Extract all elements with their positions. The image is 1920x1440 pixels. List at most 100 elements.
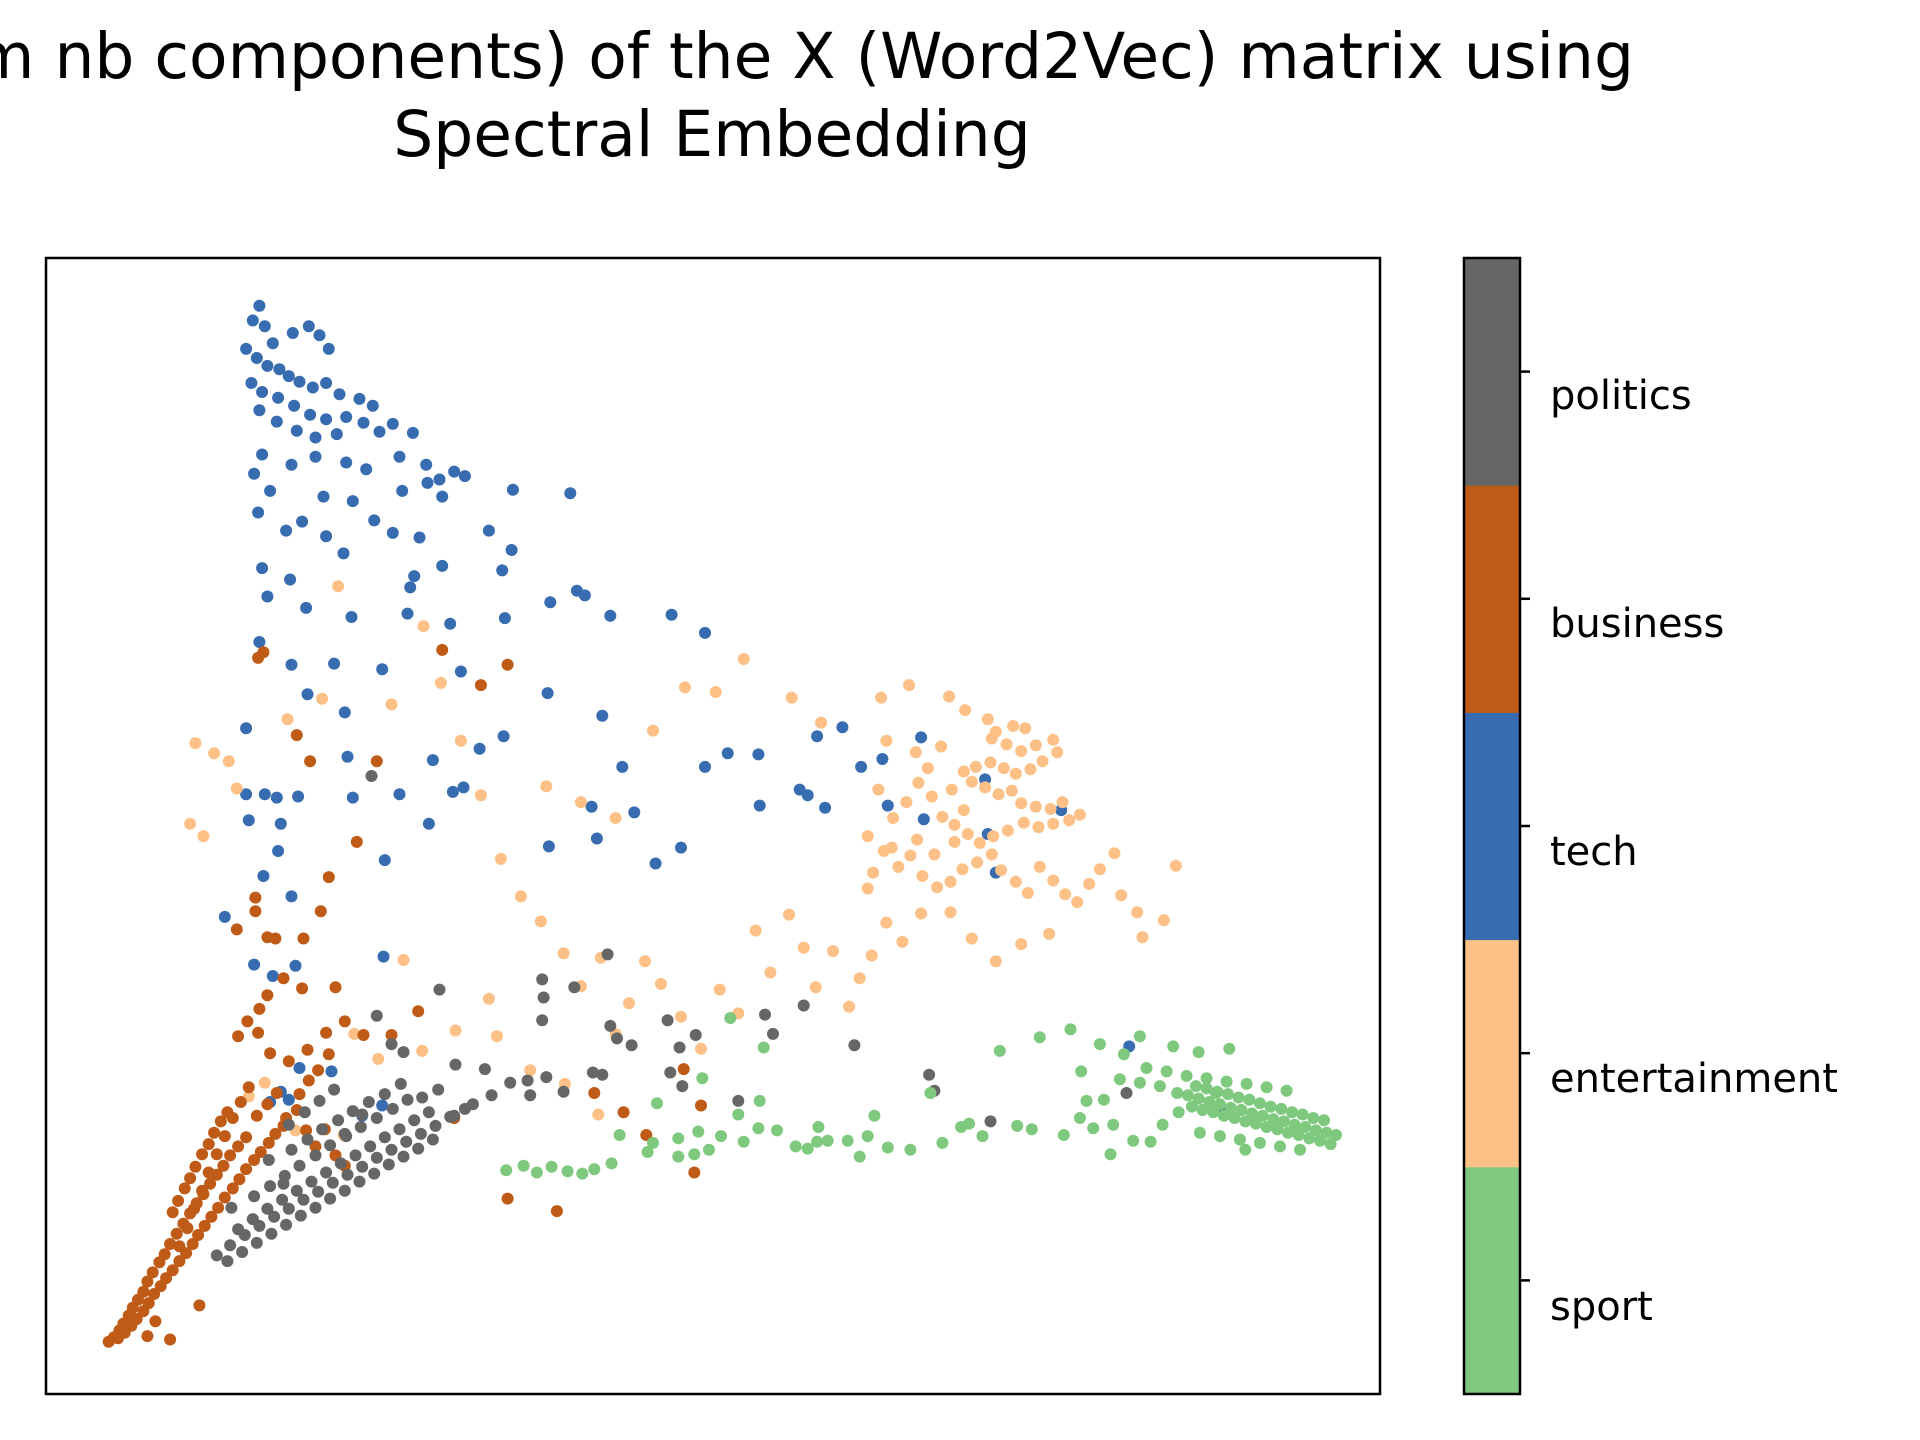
point-tech-15 (320, 377, 333, 389)
point-politics-103 (397, 1046, 410, 1059)
point-business-52 (178, 1182, 191, 1195)
point-business-32 (160, 1272, 173, 1285)
point-politics-20 (250, 1236, 263, 1249)
point-entertainment-85 (675, 1010, 687, 1023)
point-politics-70 (338, 1127, 351, 1140)
point-politics-59 (301, 1133, 314, 1146)
point-entertainment-94 (514, 890, 527, 903)
point-entertainment-146 (911, 833, 924, 846)
point-sport-112 (545, 1160, 558, 1173)
point-politics-29 (382, 1158, 395, 1171)
point-sport-46 (1233, 1133, 1246, 1146)
point-business-63 (196, 1184, 209, 1197)
point-tech-141 (917, 813, 930, 826)
point-sport-52 (1220, 1075, 1233, 1088)
point-business-125 (695, 1099, 707, 1112)
point-business-76 (309, 1140, 322, 1153)
point-politics-86 (611, 1032, 623, 1045)
point-business-27 (130, 1313, 143, 1325)
point-business-51 (172, 1194, 185, 1207)
point-tech-122 (542, 840, 555, 853)
point-entertainment-147 (885, 841, 898, 854)
point-entertainment-83 (713, 983, 726, 996)
point-sport-38 (1232, 1091, 1245, 1104)
point-business-87 (320, 1026, 333, 1039)
point-sport-62 (1073, 1112, 1086, 1124)
point-entertainment-77 (809, 981, 822, 994)
point-tech-34 (330, 428, 343, 441)
point-business-118 (501, 1192, 514, 1205)
point-sport-60 (1097, 1093, 1110, 1106)
point-entertainment-104 (189, 737, 202, 750)
point-politics-65 (394, 1077, 407, 1090)
point-tech-25 (340, 411, 353, 423)
point-sport-30 (1318, 1114, 1330, 1127)
point-politics-109 (596, 1068, 609, 1081)
point-sport-17 (1314, 1134, 1326, 1147)
point-sport-7 (1256, 1109, 1269, 1122)
point-entertainment-54 (1047, 874, 1060, 887)
point-entertainment-107 (230, 782, 243, 795)
point-politics-38 (305, 1175, 318, 1188)
point-entertainment-117 (524, 1064, 537, 1077)
point-sport-34 (1275, 1102, 1288, 1115)
point-sport-119 (724, 1012, 737, 1024)
point-business-39 (205, 1210, 218, 1223)
point-politics-0 (210, 1249, 223, 1262)
point-politics-51 (309, 1149, 322, 1162)
point-business-83 (322, 1048, 335, 1061)
point-entertainment-34 (936, 810, 949, 823)
point-tech-83 (376, 663, 389, 676)
point-politics-112 (689, 1029, 702, 1041)
point-business-41 (218, 1191, 231, 1204)
point-tech-90 (338, 706, 351, 719)
point-tech-110 (292, 790, 305, 803)
point-sport-81 (1033, 1031, 1046, 1044)
point-entertainment-44 (916, 870, 929, 882)
point-entertainment-7 (1047, 733, 1060, 746)
point-entertainment-51 (1009, 875, 1022, 888)
point-business-116 (412, 1005, 425, 1018)
point-business-121 (677, 1063, 690, 1076)
point-business-64 (202, 1166, 215, 1179)
point-tech-107 (446, 785, 459, 798)
point-sport-29 (1185, 1100, 1198, 1113)
point-tech-50 (396, 484, 409, 497)
point-entertainment-99 (417, 620, 430, 633)
point-sport-106 (868, 1109, 881, 1122)
point-sport-94 (737, 1135, 750, 1148)
point-tech-46 (248, 467, 261, 480)
point-entertainment-92 (557, 947, 570, 960)
point-entertainment-76 (827, 945, 840, 957)
point-politics-57 (401, 1093, 414, 1106)
point-sport-79 (1239, 1143, 1252, 1156)
point-politics-107 (984, 1115, 997, 1128)
point-tech-92 (341, 750, 354, 763)
point-entertainment-58 (1093, 863, 1106, 876)
point-sport-11 (1213, 1098, 1226, 1111)
point-entertainment-113 (416, 1044, 429, 1057)
point-tech-113 (721, 747, 734, 760)
point-tech-38 (458, 470, 471, 483)
point-tech-62 (368, 514, 381, 527)
point-business-96 (314, 905, 327, 918)
point-sport-77 (1144, 1135, 1157, 1148)
point-politics-93 (601, 948, 614, 961)
point-tech-70 (261, 590, 274, 603)
point-politics-6 (297, 1193, 310, 1206)
point-tech-133 (377, 950, 390, 963)
point-entertainment-111 (348, 1027, 361, 1040)
point-politics-96 (767, 1027, 779, 1040)
chart-title-line-2: Spectral Embedding (393, 98, 1030, 171)
point-sport-12 (1203, 1096, 1216, 1108)
point-tech-55 (280, 524, 293, 537)
point-politics-99 (848, 1039, 861, 1052)
point-sport-49 (1280, 1084, 1293, 1097)
point-sport-123 (841, 1134, 854, 1147)
point-politics-108 (1120, 1087, 1133, 1099)
point-politics-111 (537, 991, 550, 1004)
point-business-88 (338, 1015, 351, 1028)
point-tech-131 (248, 958, 261, 971)
point-entertainment-28 (1017, 816, 1030, 829)
